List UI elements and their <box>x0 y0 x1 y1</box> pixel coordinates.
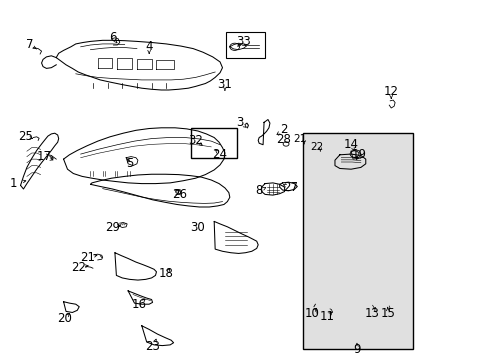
Text: 15: 15 <box>380 307 394 320</box>
Text: 26: 26 <box>172 188 187 201</box>
Text: 19: 19 <box>351 148 366 161</box>
FancyBboxPatch shape <box>303 133 412 349</box>
Text: 33: 33 <box>236 35 250 48</box>
FancyBboxPatch shape <box>190 128 237 158</box>
Text: 3: 3 <box>235 116 243 129</box>
Text: 17: 17 <box>37 150 51 163</box>
Text: 22: 22 <box>309 142 323 152</box>
Text: 29: 29 <box>105 221 120 234</box>
Text: 7: 7 <box>25 39 33 51</box>
Text: 10: 10 <box>304 307 319 320</box>
Text: 1: 1 <box>10 177 18 190</box>
Text: 23: 23 <box>145 340 160 353</box>
Text: 9: 9 <box>352 343 360 356</box>
Text: 12: 12 <box>383 85 398 98</box>
Text: 18: 18 <box>159 267 173 280</box>
Text: 6: 6 <box>108 31 116 44</box>
Text: 28: 28 <box>276 133 290 146</box>
Text: 24: 24 <box>212 148 227 161</box>
Text: 21: 21 <box>81 251 95 264</box>
Text: 13: 13 <box>364 307 378 320</box>
FancyBboxPatch shape <box>225 32 264 58</box>
Text: 22: 22 <box>71 261 85 274</box>
Text: 16: 16 <box>132 298 146 311</box>
Text: 4: 4 <box>145 40 153 53</box>
Text: 11: 11 <box>320 310 334 323</box>
Text: 21: 21 <box>292 134 306 144</box>
Text: 31: 31 <box>217 78 232 91</box>
Text: 32: 32 <box>188 134 203 147</box>
Text: 14: 14 <box>343 138 358 150</box>
Text: 20: 20 <box>57 312 72 325</box>
Text: 8: 8 <box>255 184 263 197</box>
Text: 2: 2 <box>279 123 287 136</box>
Text: 30: 30 <box>190 221 205 234</box>
Text: 27: 27 <box>283 181 298 194</box>
Text: 5: 5 <box>125 157 133 170</box>
Text: 25: 25 <box>18 130 33 143</box>
